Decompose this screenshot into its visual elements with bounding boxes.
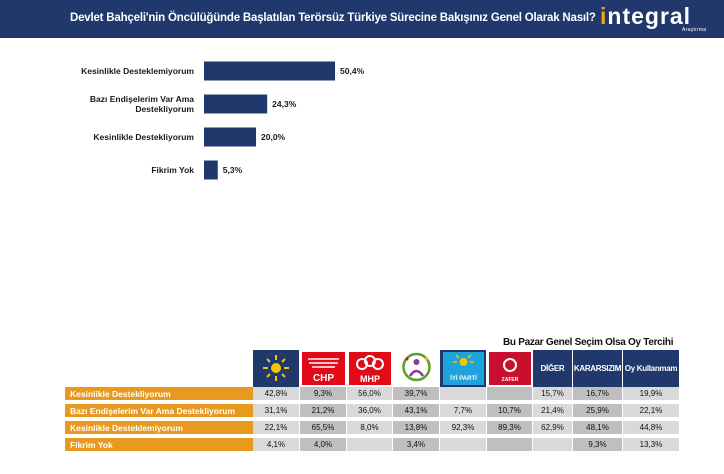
table-cell: 22,1%	[623, 404, 680, 418]
table-cell: 56,0%	[347, 387, 393, 401]
category-label-2: Kesinlikle Destekliyorum	[93, 132, 194, 142]
table-cell: 4,1%	[253, 438, 300, 452]
table-cell: 36,0%	[347, 404, 393, 418]
bar-value-label-1: 24,3%	[272, 99, 297, 109]
table-cell	[440, 387, 487, 401]
col-header-diger: DİĞER	[533, 350, 573, 387]
table-cell	[487, 387, 533, 401]
table-cell: 10,7%	[487, 404, 533, 418]
col-header-kararsizim: KARARSIZIM	[573, 350, 623, 387]
table-cell: 19,9%	[623, 387, 680, 401]
table-cell: 42,8%	[253, 387, 300, 401]
bar-value-label-0: 50,4%	[340, 66, 365, 76]
table-cell: 7,7%	[440, 404, 487, 418]
category-label-3: Fikrim Yok	[151, 165, 194, 175]
table-cell: 4,0%	[300, 438, 347, 452]
table-cell: 9,3%	[300, 387, 347, 401]
table-title: Bu Pazar Genel Seçim Olsa Oy Tercihi	[503, 337, 674, 348]
table-row-label: Fikrim Yok	[65, 438, 253, 452]
akp-logo-svg	[263, 355, 289, 381]
bar-3	[204, 160, 218, 180]
table-cell: 89,3%	[487, 421, 533, 435]
akp-logo-icon	[253, 350, 300, 387]
table-cell	[347, 438, 393, 452]
iyi-logo-icon: İYİ PARTİ	[440, 350, 487, 387]
table-row-label: Kesinlikle Destekliyorum	[65, 387, 253, 401]
mhp-logo-svg: MHP	[349, 352, 391, 385]
bar-1	[204, 94, 268, 114]
table-cell: 8,0%	[347, 421, 393, 435]
table-cell: 44,8%	[623, 421, 680, 435]
col-header-oy-kullanmam: Oy Kullanmam	[623, 350, 680, 387]
table-cell: 65,5%	[300, 421, 347, 435]
table-cell: 21,2%	[300, 404, 347, 418]
table-cell: 15,7%	[533, 387, 573, 401]
table-cell: 62,9%	[533, 421, 573, 435]
table-cell: 39,7%	[393, 387, 440, 401]
table-cell: 92,3%	[440, 421, 487, 435]
table-cell: 22,1%	[253, 421, 300, 435]
integral-logo: integral Araştırma	[600, 3, 720, 35]
logo-main: ntegral	[607, 3, 692, 29]
logo-wordmark: integral	[600, 3, 691, 30]
logo-prefix: i	[600, 3, 608, 29]
chp-logo-svg: CHP	[302, 352, 345, 385]
table-cell: 31,1%	[253, 404, 300, 418]
iyi-logo-svg: İYİ PARTİ	[443, 352, 484, 385]
table-cell: 25,9%	[573, 404, 623, 418]
bar-0	[204, 61, 336, 81]
category-label-1: Bazı Endişelerim Var Ama Destekliyorum	[90, 94, 195, 114]
table-cell: 48,1%	[573, 421, 623, 435]
table-row-label: Bazı Endişelerim Var Ama Destekliyorum	[65, 404, 253, 418]
table-cell	[487, 438, 533, 452]
table-cell: 21,4%	[533, 404, 573, 418]
bar-2	[204, 127, 256, 147]
logo-subtitle: Araştırma	[682, 27, 707, 33]
support-bar-chart: 50,4% Kesinlikle Desteklemiyorum 24,3% Bazı…	[81, 61, 365, 180]
table-cell: 16,7%	[573, 387, 623, 401]
table-row-label: Kesinlikle Desteklemiyorum	[65, 421, 253, 435]
zafer-logo-icon: ZAFER	[487, 350, 533, 387]
bar-value-label-2: 20,0%	[261, 132, 286, 142]
dem-logo-svg	[402, 352, 431, 382]
table-cell: 13,3%	[623, 438, 680, 452]
zafer-logo-svg: ZAFER	[489, 352, 531, 385]
category-label-0: Kesinlikle Desteklemiyorum	[81, 66, 194, 76]
table-cell: 9,3%	[573, 438, 623, 452]
page-title: Devlet Bahçeli'nin Öncülüğünde Başlatıla…	[70, 12, 596, 24]
bar-value-label-3: 5,3%	[223, 165, 243, 175]
table-cell	[440, 438, 487, 452]
mhp-logo-text: MHP	[360, 374, 380, 384]
table-cell: 3,4%	[393, 438, 440, 452]
table-cell	[533, 438, 573, 452]
table-cell: 13,8%	[393, 421, 440, 435]
mhp-logo-icon: MHP	[347, 350, 393, 387]
dem-logo-icon	[393, 350, 440, 387]
header-bar: Devlet Bahçeli'nin Öncülüğünde Başlatıla…	[0, 0, 724, 38]
chp-logo-icon: CHP	[300, 350, 347, 387]
table-cell: 43,1%	[393, 404, 440, 418]
iyi-logo-text: İYİ PARTİ	[450, 375, 477, 382]
zafer-logo-text: ZAFER	[502, 377, 519, 383]
chp-logo-text: CHP	[313, 373, 334, 384]
